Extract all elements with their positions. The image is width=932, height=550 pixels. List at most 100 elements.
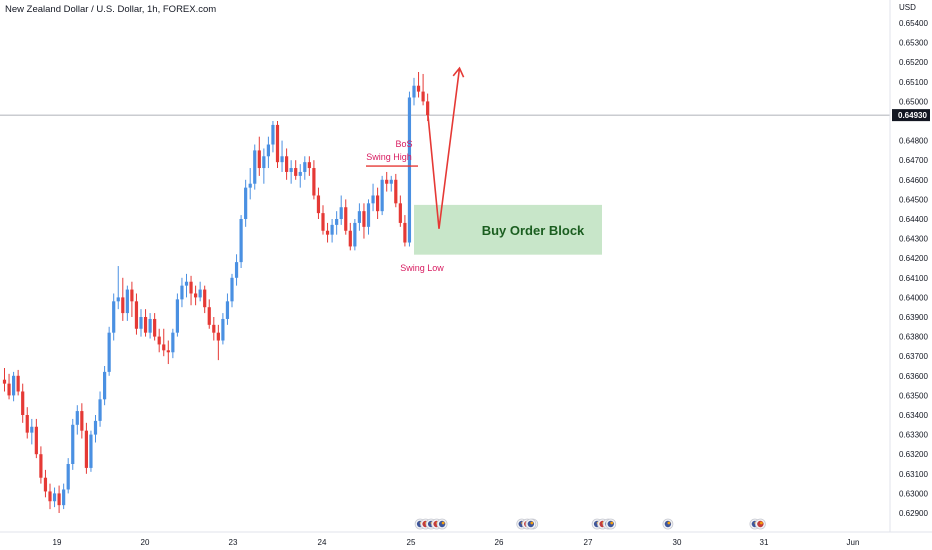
y-tick-label: 0.65000	[899, 97, 928, 106]
candle	[330, 219, 334, 243]
x-tick-label: 23	[229, 538, 238, 547]
y-tick-label: 0.64000	[899, 293, 928, 302]
y-tick-label: 0.65400	[899, 19, 928, 28]
candle-body	[325, 230, 330, 235]
candle	[107, 326, 111, 376]
candle	[248, 168, 252, 200]
candle	[166, 340, 170, 365]
x-tick-label: 26	[495, 538, 504, 547]
candle-body	[344, 207, 348, 231]
candle	[271, 121, 275, 153]
candle-body	[398, 203, 402, 223]
x-tick-label: 27	[584, 538, 593, 547]
candle	[262, 148, 266, 184]
candle	[398, 195, 402, 227]
candle	[89, 430, 93, 472]
candle	[385, 171, 389, 192]
candle-body	[62, 489, 66, 506]
candle-body	[125, 289, 129, 314]
candle-body	[175, 299, 179, 333]
candle	[184, 273, 189, 298]
candle-body	[285, 156, 289, 172]
candle	[153, 313, 157, 341]
candle-body	[207, 307, 211, 325]
y-tick-label: 0.64100	[899, 274, 928, 283]
candle-body	[230, 277, 234, 302]
candle	[139, 309, 143, 337]
candle	[371, 183, 375, 212]
candle	[52, 487, 57, 508]
candle	[43, 469, 48, 498]
candle	[266, 136, 270, 169]
y-tick-label: 0.63800	[899, 333, 928, 342]
candle	[298, 164, 302, 188]
axis-currency-label: USD	[899, 3, 916, 12]
candle-body	[221, 318, 225, 341]
price-tag-value: 0.64930	[898, 111, 927, 120]
candle-body	[52, 493, 57, 502]
economic-event-icon[interactable]	[662, 518, 674, 530]
candle	[12, 371, 16, 402]
candle	[339, 195, 343, 225]
candle-body	[357, 211, 361, 223]
economic-event-icon[interactable]	[436, 518, 448, 530]
candle	[134, 293, 139, 335]
candle-body	[362, 211, 366, 227]
x-tick-label: 30	[673, 538, 682, 547]
candle-body	[294, 168, 298, 176]
candle-body	[71, 424, 75, 464]
y-tick-label: 0.62900	[899, 509, 928, 518]
candle	[412, 77, 416, 106]
candle	[416, 72, 421, 98]
candle	[325, 222, 330, 243]
candle	[21, 383, 25, 423]
candle-body	[216, 332, 220, 341]
candle-body	[307, 162, 311, 169]
candle-body	[244, 187, 248, 219]
candle	[71, 418, 75, 470]
candle-body	[48, 491, 52, 502]
x-tick-label: 25	[407, 538, 416, 547]
candle-body	[330, 224, 334, 235]
candle-body	[166, 350, 170, 353]
candle	[257, 136, 261, 176]
candle-body	[157, 336, 161, 345]
candle-body	[93, 420, 98, 435]
candle-body	[7, 383, 11, 396]
candle-body	[107, 332, 111, 372]
candle	[348, 222, 352, 251]
economic-event-icon[interactable]	[525, 518, 537, 530]
candle-body	[312, 168, 316, 196]
projection-arrowhead	[452, 66, 465, 78]
economic-event-icon[interactable]	[755, 518, 766, 530]
candle-body	[66, 464, 70, 490]
candle-body	[121, 297, 125, 314]
candle-body	[280, 156, 284, 163]
candle	[130, 281, 134, 317]
candle	[285, 148, 289, 180]
candle-body	[84, 430, 88, 468]
candle-body	[57, 493, 61, 506]
y-tick-label: 0.64700	[899, 156, 928, 165]
candle	[80, 403, 84, 439]
economic-event-icon[interactable]	[605, 518, 617, 530]
candle	[171, 328, 175, 359]
time-axis[interactable]: 19 20 23 24 25 26 27 30 31 Jun	[53, 538, 860, 547]
candle	[189, 275, 193, 306]
candle-body	[89, 434, 93, 468]
y-tick-label: 0.64300	[899, 235, 928, 244]
candle-body	[412, 85, 416, 98]
projection-path	[426, 67, 461, 229]
candle	[66, 458, 70, 494]
candle-body	[353, 222, 357, 247]
candle	[234, 254, 239, 286]
candle	[62, 483, 66, 510]
candle	[357, 203, 361, 231]
price-axis[interactable]: 0.65400 0.65300 0.65200 0.65100 0.65000 0.648…	[899, 19, 928, 518]
candle-body	[262, 156, 266, 169]
candle	[275, 121, 280, 169]
candle	[403, 215, 407, 247]
candle	[103, 366, 107, 406]
x-tick-label: 31	[760, 538, 769, 547]
